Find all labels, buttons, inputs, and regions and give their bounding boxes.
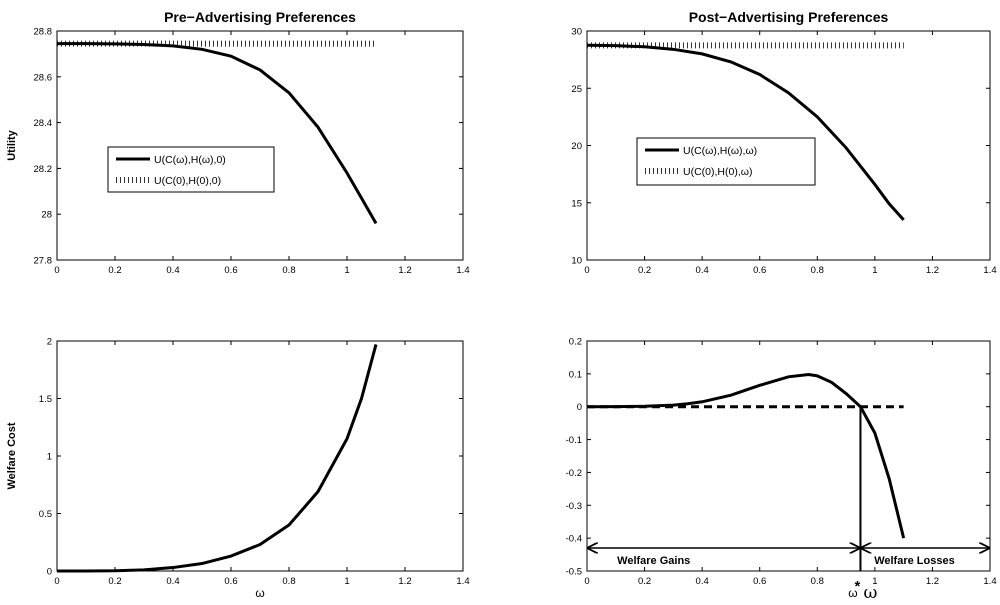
plot-p4: 0 0.2 0.4 0.6 0.8 1 1.2 1.4 -0.5 -0.4 -0.3 -0.2 -0.1…	[566, 337, 997, 604]
x-tick-label: 1	[344, 265, 349, 276]
x-tick-label: 0.2	[108, 265, 121, 276]
y-axis-label: Utility	[6, 129, 18, 160]
y-tick-label: 0.1	[569, 369, 582, 380]
y-tick-label: 28.8	[34, 27, 53, 38]
x-tick-label: 0.2	[638, 265, 651, 276]
plot-frame	[586, 340, 991, 572]
y-tick-label: 28	[41, 210, 52, 221]
y-tick-label: 27.8	[34, 256, 53, 267]
y-tick-label: 2	[47, 337, 52, 348]
x-tick-label: 0	[54, 576, 59, 587]
x-tick-label: 0.8	[282, 265, 295, 276]
x-tick-label: 0.4	[166, 576, 179, 587]
y-tick-label: 10	[571, 256, 582, 267]
x-tick-label: 1.2	[398, 576, 411, 587]
x-tick-label: 0.6	[224, 265, 237, 276]
x-tick-label: 1.2	[398, 265, 411, 276]
plot-p2: Post−Advertising Preferences 0 0.2 0.4 0.6 0.…	[571, 9, 996, 276]
y-tick-label: 28.4	[34, 118, 53, 129]
x-tick-label: 1	[872, 265, 877, 276]
welfare-gains-label: Welfare Gains	[617, 555, 690, 567]
y-tick-label: -0.5	[566, 567, 582, 578]
y-tick-label: 28.6	[34, 72, 53, 83]
chart-title: Pre−Advertising Preferences	[164, 9, 356, 25]
x-tick-label: 1	[872, 576, 877, 587]
y-tick-label: 28.2	[34, 164, 53, 175]
x-tick-label: 1.4	[983, 576, 996, 587]
x-tick-label: 0.4	[696, 576, 709, 587]
x-axis-label: ω	[848, 586, 857, 600]
x-tick-label: 0.2	[638, 576, 651, 587]
legend-label: U(C(ω),H(ω),0)	[154, 154, 226, 166]
y-axis-label: Welfare Cost	[6, 422, 18, 489]
x-tick-label: 0.6	[753, 265, 766, 276]
x-tick-label: 0.6	[224, 576, 237, 587]
x-tick-label: 0.6	[753, 576, 766, 587]
y-tick-label: 0	[577, 402, 582, 413]
x-tick-label: 1.2	[926, 265, 939, 276]
legend-label: U(C(0),H(0),0)	[154, 175, 221, 187]
omega-star-symbol: ω	[864, 583, 878, 603]
legend: U(C(ω),H(ω),ω) U(C(0),H(0),ω)	[636, 137, 816, 186]
series-line-1	[586, 372, 906, 539]
legend-label: U(C(ω),H(ω),ω)	[683, 145, 757, 157]
y-tick-label: -0.2	[566, 468, 582, 479]
x-tick-label: 0.8	[811, 576, 824, 587]
x-tick-label: 1	[344, 576, 349, 587]
series-line-1	[586, 43, 905, 221]
x-tick-label: 1.4	[456, 576, 469, 587]
y-tick-label: 0.2	[569, 337, 582, 348]
legend: U(C(ω),H(ω),0) U(C(0),H(0),0)	[107, 146, 275, 193]
series-line-1	[57, 42, 378, 225]
legend-box	[636, 137, 816, 186]
x-tick-label: 1.4	[456, 265, 469, 276]
y-tick-label: 1.5	[39, 394, 52, 405]
y-tick-label: -0.3	[566, 501, 582, 512]
y-tick-label: 20	[571, 141, 582, 152]
y-tick-label: -0.4	[566, 534, 582, 545]
series-line-1	[57, 344, 378, 573]
x-tick-label: 0	[584, 576, 589, 587]
x-tick-label: 0.8	[811, 265, 824, 276]
y-tick-label: 0	[47, 567, 52, 578]
plot-p3: 0 0.2 0.4 0.6 0.8 1 1.2 1.4 0 0.5 1 1.5 2 Welfare Cos…	[6, 337, 470, 601]
x-tick-label: 0	[584, 265, 589, 276]
y-tick-label: 30	[571, 27, 582, 38]
legend-box	[107, 146, 275, 193]
y-tick-label: 15	[571, 198, 582, 209]
y-tick-label: 0.5	[39, 509, 52, 520]
plot-p1: Pre−Advertising Preferences 0 0.2 0.4 0.6 0.8…	[6, 9, 470, 276]
x-tick-label: 0.2	[108, 576, 121, 587]
omega-star-asterisk: *	[855, 578, 861, 595]
welfare-losses-label: Welfare Losses	[874, 555, 955, 567]
x-tick-label: 0.4	[696, 265, 709, 276]
y-tick-label: -0.1	[566, 435, 582, 446]
x-tick-label: 1.2	[926, 576, 939, 587]
x-axis-label: ω	[255, 586, 264, 600]
x-tick-label: 0.8	[282, 576, 295, 587]
chart-title: Post−Advertising Preferences	[689, 9, 889, 25]
y-tick-label: 1	[47, 452, 52, 463]
plot-frame	[56, 340, 464, 572]
y-tick-label: 25	[571, 84, 582, 95]
x-tick-label: 0	[54, 265, 59, 276]
plot-frame	[56, 30, 464, 261]
x-tick-label: 0.4	[166, 265, 179, 276]
legend-label: U(C(0),H(0),ω)	[683, 166, 752, 178]
x-tick-label: 1.4	[983, 265, 996, 276]
